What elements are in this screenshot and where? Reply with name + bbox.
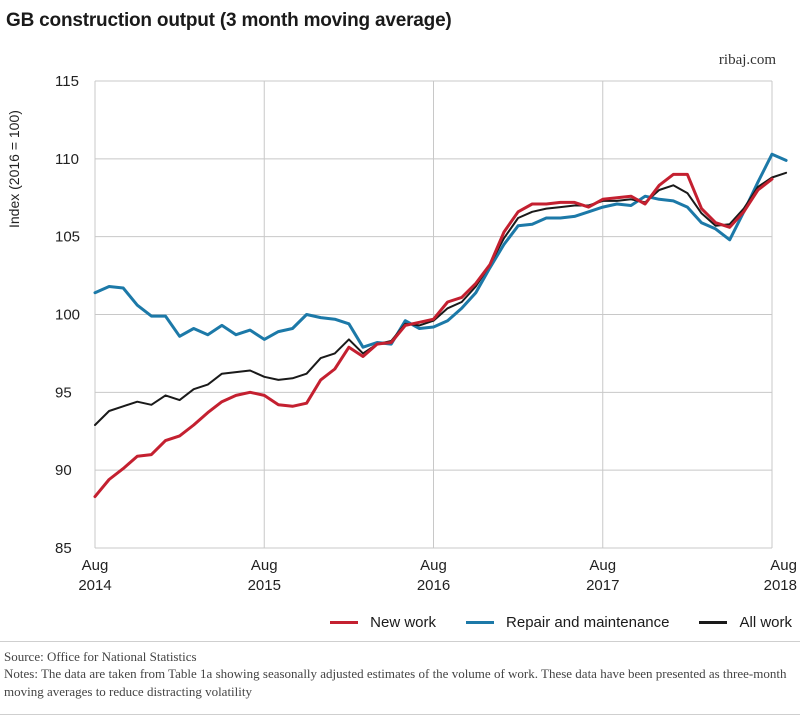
legend-label-repair: Repair and maintenance [506, 614, 670, 631]
legend-swatch-all-work [699, 621, 728, 624]
legend-swatch-repair [466, 621, 495, 624]
legend-label-all-work: All work [739, 614, 792, 631]
x-tick-month: Aug [420, 557, 447, 574]
new-work-line [93, 172, 774, 499]
y-tick-label: 90 [55, 462, 72, 479]
y-tick-label: 110 [55, 151, 79, 168]
line-chart: 85 90 95 100 105 110 115 Aug 2014 Aug 2015 Aug 2016… [55, 73, 797, 594]
x-tick-year: 2017 [586, 577, 619, 594]
y-tick-label: 100 [55, 307, 80, 324]
legend-item-new-work: New work [330, 614, 436, 631]
x-tick-month: Aug [82, 557, 109, 574]
legend-item-all-work: All work [699, 614, 792, 631]
y-tick-label: 85 [55, 540, 72, 557]
x-tick-year: 2014 [78, 577, 111, 594]
y-tick-label: 95 [55, 384, 72, 401]
legend-swatch-new-work [330, 621, 359, 624]
chart-grid [94, 80, 773, 549]
x-tick-year: 2016 [417, 577, 450, 594]
x-tick-year: 2018 [764, 577, 797, 594]
y-axis-ticks: 85 90 95 100 105 110 115 [55, 73, 80, 557]
legend-item-repair: Repair and maintenance [466, 614, 669, 631]
x-tick-year: 2015 [248, 577, 281, 594]
y-tick-label: 105 [55, 229, 80, 246]
x-tick-month: Aug [251, 557, 278, 574]
source-note: Source: Office for National Statistics [4, 649, 197, 664]
y-tick-label: 115 [55, 73, 79, 90]
chart-series [93, 152, 788, 499]
legend-label-new-work: New work [370, 614, 437, 631]
notes-text: Notes: The data are taken from Table 1a … [4, 666, 787, 699]
repair-line [93, 152, 788, 349]
footer-divider [0, 641, 800, 642]
chart-legend: New work Repair and maintenance All work [330, 614, 792, 631]
x-tick-month: Aug [589, 557, 616, 574]
chart-title: GB construction output (3 month moving a… [6, 10, 452, 31]
bottom-divider [0, 714, 800, 715]
site-credit: ribaj.com [718, 52, 776, 68]
all-work-line [94, 171, 788, 426]
x-tick-month: Aug [770, 557, 797, 574]
x-axis-ticks: Aug 2014 Aug 2015 Aug 2016 Aug 2017 Aug 2018 [78, 557, 797, 594]
